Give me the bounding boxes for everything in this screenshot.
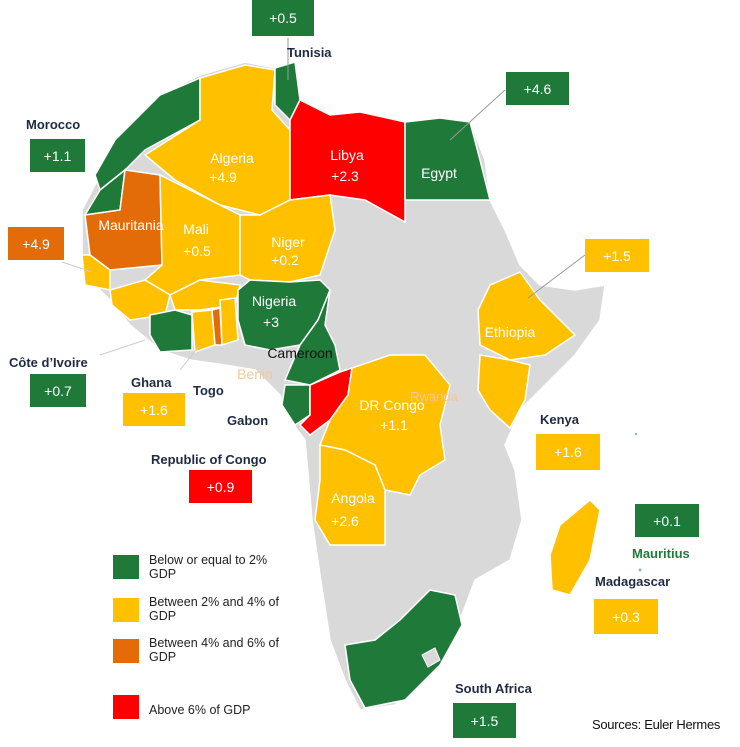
callout-value-mauritius: +0.1 [635, 504, 699, 537]
country-cote-divoire [149, 309, 193, 353]
island-dot [634, 432, 638, 436]
legend-text-red: Above 6% of GDP [149, 703, 250, 717]
country-angola [314, 444, 386, 546]
callout-value-republic-of-congo: +0.9 [189, 470, 252, 503]
country-egypt [404, 117, 491, 201]
legend-green-line2: GDP [149, 567, 177, 581]
callout-name-kenya: Kenya [540, 412, 580, 427]
country-senegal [81, 254, 111, 291]
label-angola: Angola [331, 490, 375, 506]
leader-line-mauritania [61, 261, 93, 273]
callout-value-madagascar: +0.3 [594, 599, 658, 634]
callout-name-madagascar: Madagascar [595, 574, 671, 589]
leader-line-cote-divoire [99, 339, 146, 356]
leader-line-ghana [179, 344, 201, 371]
label-niger: Niger [271, 234, 305, 250]
callout-value-cote-divoire: +0.7 [30, 374, 86, 407]
legend-text-orange: Between 4% and 6% of GDP [149, 636, 279, 664]
country-kenya [477, 354, 531, 430]
label-mauritania: Mauritania [98, 217, 164, 233]
callout-value-south-africa: +1.5 [453, 703, 516, 738]
callout-name-south-africa: South Africa [455, 681, 532, 696]
country-niger [239, 194, 336, 283]
value-drc: +1.1 [380, 417, 408, 433]
callout-name-gabon: Gabon [227, 413, 269, 428]
callout-value-tunisia: +0.5 [252, 0, 314, 36]
country-ghana [191, 309, 216, 354]
legend-green-line1: Below or equal to 2% [149, 553, 268, 567]
legend-orange-line1: Between 4% and 6% of [149, 636, 279, 650]
value-mali: +0.5 [183, 243, 211, 259]
country-mauritius-dot [638, 568, 642, 572]
country-ethiopia [477, 271, 577, 361]
callout-value-mauritania: +4.9 [8, 227, 64, 260]
legend-red-line1: Above 6% of GDP [149, 703, 251, 717]
label-egypt: Egypt [421, 165, 457, 181]
country-madagascar [549, 498, 601, 596]
label-drc: DR Congo [359, 397, 425, 413]
country-drc [318, 354, 451, 496]
country-gabon [281, 384, 311, 427]
label-benin: Benin [237, 366, 273, 382]
legend-swatch-green [113, 555, 139, 579]
legend-yellow-line1: Between 2% and 4% of [149, 595, 279, 609]
callout-name-togo: Togo [193, 383, 224, 398]
value-libya: +2.3 [331, 168, 359, 184]
callout-name-tunisia: Tunisia [287, 45, 332, 60]
label-rwanda: Rwanda [410, 389, 458, 404]
legend-swatch-red [113, 695, 139, 719]
leader-line-ethiopia [527, 254, 586, 299]
callout-value-kenya: +1.6 [536, 434, 600, 470]
value-angola: +2.6 [331, 513, 359, 529]
leader-line-egypt [449, 89, 506, 141]
value-nigeria: +3 [263, 314, 279, 330]
source-note: Sources: Euler Hermes [592, 717, 721, 732]
label-ethiopia: Ethiopia [485, 324, 536, 340]
callout-value-morocco: +1.1 [30, 139, 85, 172]
callout-name-republic-of-congo: Republic of Congo [151, 452, 267, 467]
callout-value-ghana: +1.6 [123, 393, 185, 426]
legend-swatch-yellow [113, 598, 139, 622]
label-algeria: Algeria [210, 150, 254, 166]
country-benin [219, 297, 239, 347]
country-south-africa [344, 589, 463, 709]
callout-name-ghana: Ghana [131, 375, 172, 390]
legend-orange-line2: GDP [149, 650, 177, 664]
callout-name-morocco: Morocco [26, 117, 81, 132]
label-cameroon: Cameroon [267, 345, 332, 361]
legend-text-yellow: Between 2% and 4% of GDP [149, 595, 279, 623]
legend-swatch-orange [113, 639, 139, 663]
callout-name-cote-divoire: Côte d’Ivoire [9, 355, 88, 370]
label-nigeria: Nigeria [252, 293, 297, 309]
value-algeria: +4.9 [209, 169, 237, 185]
country-lesotho [421, 647, 441, 668]
callout-value-ethiopia: +1.5 [585, 239, 649, 272]
label-mali: Mali [183, 221, 209, 237]
callout-value-egypt: +4.6 [506, 72, 569, 105]
value-niger: +0.2 [271, 252, 299, 268]
legend-text-green: Below or equal to 2% GDP [149, 553, 267, 581]
legend-yellow-line2: GDP [149, 609, 177, 623]
callout-name-mauritius: Mauritius [632, 546, 690, 561]
label-libya: Libya [330, 147, 364, 163]
